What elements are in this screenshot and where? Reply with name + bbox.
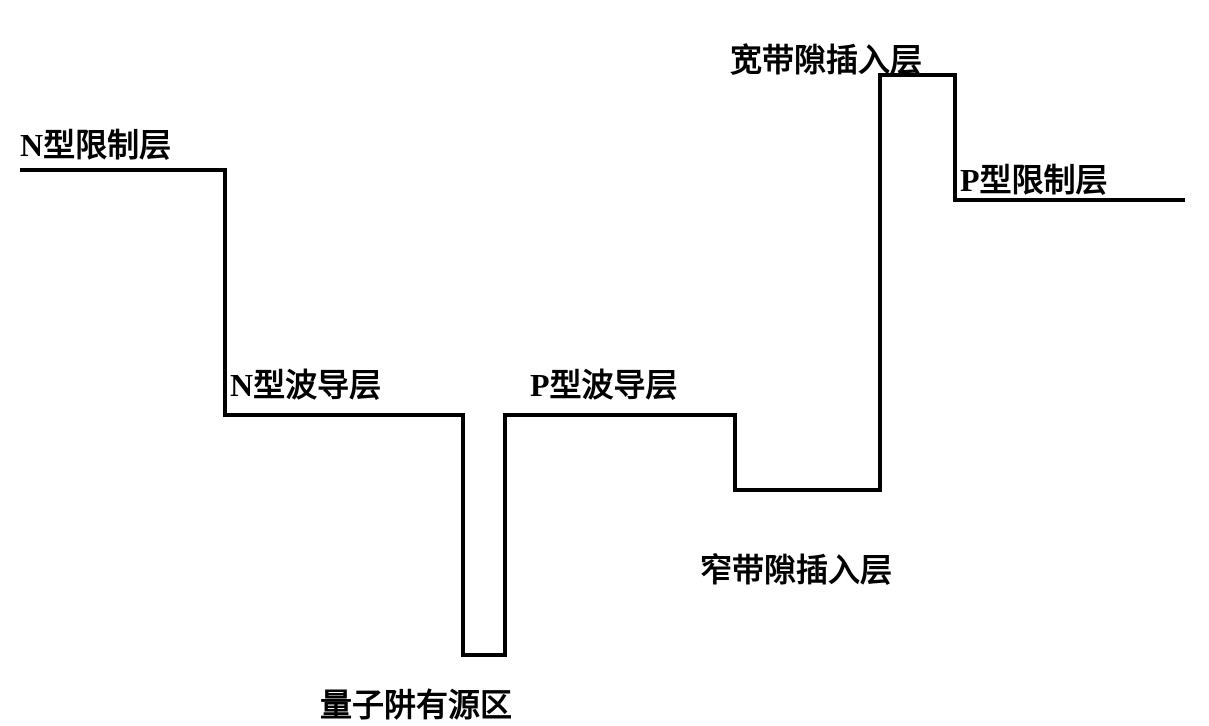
wide-gap-insert-label: 宽带隙插入层 — [730, 35, 922, 81]
p-confinement-label: P型限制层 — [960, 155, 1108, 201]
n-confinement-label: N型限制层 — [20, 120, 171, 166]
n-waveguide-label: N型波导层 — [230, 360, 381, 406]
p-waveguide-label: P型波导层 — [530, 360, 678, 406]
quantum-well-label: 量子阱有源区 — [320, 680, 512, 726]
narrow-gap-insert-label: 窄带隙插入层 — [700, 545, 892, 591]
